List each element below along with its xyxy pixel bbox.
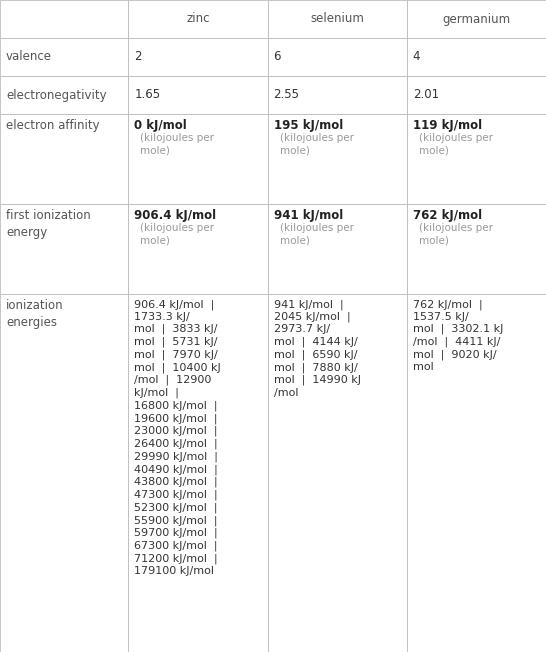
Text: 941 kJ/mol: 941 kJ/mol [274, 209, 343, 222]
Text: electron affinity: electron affinity [6, 119, 99, 132]
Bar [0, 38, 128, 76]
Text: (kilojoules per
mole): (kilojoules per mole) [280, 223, 354, 245]
Text: 119 kJ/mol: 119 kJ/mol [413, 119, 482, 132]
Bar [407, 204, 546, 294]
Bar [128, 294, 268, 652]
Text: germanium: germanium [442, 12, 511, 25]
Bar [268, 114, 407, 204]
Bar [407, 38, 546, 76]
Text: 906.4 kJ/mol: 906.4 kJ/mol [134, 209, 216, 222]
Text: (kilojoules per
mole): (kilojoules per mole) [419, 133, 493, 155]
Text: electronegativity: electronegativity [6, 89, 106, 102]
Text: (kilojoules per
mole): (kilojoules per mole) [140, 223, 215, 245]
Text: zinc: zinc [186, 12, 210, 25]
Text: (kilojoules per
mole): (kilojoules per mole) [280, 133, 354, 155]
Text: 4: 4 [413, 50, 420, 63]
Text: 0 kJ/mol: 0 kJ/mol [134, 119, 187, 132]
Bar [128, 0, 268, 38]
Text: valence: valence [6, 50, 52, 63]
Bar [268, 294, 407, 652]
Bar [407, 76, 546, 114]
Bar [128, 76, 268, 114]
Text: 941 kJ/mol  |
2045 kJ/mol  |
2973.7 kJ/
mol  |  4144 kJ/
mol  |  6590 kJ/
mol  |: 941 kJ/mol | 2045 kJ/mol | 2973.7 kJ/ mo… [274, 299, 360, 398]
Text: 762 kJ/mol: 762 kJ/mol [413, 209, 482, 222]
Bar [128, 38, 268, 76]
Bar [407, 114, 546, 204]
Text: 2.01: 2.01 [413, 89, 439, 102]
Text: selenium: selenium [310, 12, 364, 25]
Text: 2.55: 2.55 [274, 89, 300, 102]
Text: 906.4 kJ/mol  |
1733.3 kJ/
mol  |  3833 kJ/
mol  |  5731 kJ/
mol  |  7970 kJ/
mo: 906.4 kJ/mol | 1733.3 kJ/ mol | 3833 kJ/… [134, 299, 221, 576]
Bar [0, 114, 128, 204]
Text: 1.65: 1.65 [134, 89, 161, 102]
Bar [128, 114, 268, 204]
Text: (kilojoules per
mole): (kilojoules per mole) [140, 133, 215, 155]
Text: ionization
energies: ionization energies [6, 299, 64, 329]
Text: 6: 6 [274, 50, 281, 63]
Bar [268, 38, 407, 76]
Bar [407, 0, 546, 38]
Text: 762 kJ/mol  |
1537.5 kJ/
mol  |  3302.1 kJ
/mol  |  4411 kJ/
mol  |  9020 kJ/
mo: 762 kJ/mol | 1537.5 kJ/ mol | 3302.1 kJ … [413, 299, 503, 372]
Bar [0, 0, 128, 38]
Bar [0, 294, 128, 652]
Text: 2: 2 [134, 50, 142, 63]
Text: 195 kJ/mol: 195 kJ/mol [274, 119, 343, 132]
Bar [128, 204, 268, 294]
Text: first ionization
energy: first ionization energy [6, 209, 91, 239]
Bar [268, 76, 407, 114]
Text: (kilojoules per
mole): (kilojoules per mole) [419, 223, 493, 245]
Bar [268, 0, 407, 38]
Bar [0, 204, 128, 294]
Bar [268, 204, 407, 294]
Bar [407, 294, 546, 652]
Bar [0, 76, 128, 114]
